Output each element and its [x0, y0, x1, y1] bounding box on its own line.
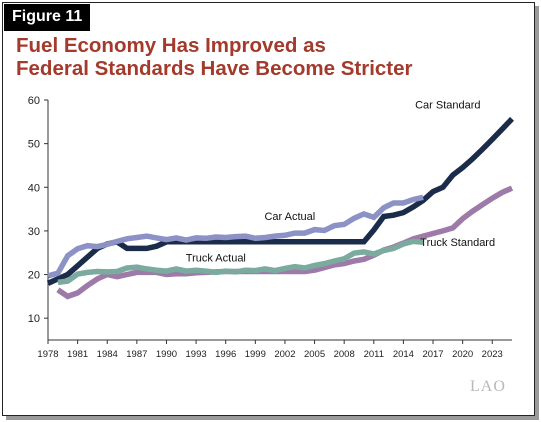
y-tick-label: 10 — [28, 313, 40, 325]
x-tick-label: 1999 — [245, 349, 266, 360]
y-tick-label: 40 — [28, 182, 40, 194]
x-tick-label: 1990 — [156, 349, 177, 360]
title-line-1: Fuel Economy Has Improved as — [16, 34, 326, 57]
lao-logo: LAO — [470, 378, 506, 395]
y-tick-label: 60 — [28, 95, 40, 107]
x-tick-label: 2008 — [334, 349, 355, 360]
car-actual-line — [47, 194, 424, 279]
x-tick-label: 1996 — [215, 349, 236, 360]
x-tick-label: 2011 — [364, 349, 384, 360]
x-tick-label: 2020 — [452, 349, 473, 360]
x-tick-label: 1981 — [67, 349, 88, 360]
chart-annotations: Car Standard Car Actual Truck Standard Truc… — [186, 100, 495, 265]
figure-frame — [2, 2, 535, 416]
truck-standard-line — [56, 185, 514, 300]
x-tick-label: 2002 — [274, 349, 295, 360]
x-tick-label: 2005 — [304, 349, 325, 360]
chart-axes: 10 20 30 40 50 60 1978 1981 1984 1987 1990 1993 1996… — [28, 95, 512, 360]
x-tick-label: 1993 — [186, 349, 207, 360]
y-tick-label: 30 — [28, 226, 40, 238]
x-tick-label: 1987 — [126, 349, 147, 360]
chart-title: Fuel Economy Has Improved as Federal Sta… — [16, 34, 516, 80]
car-actual-label: Car Actual — [264, 211, 315, 223]
truck-actual-line — [57, 238, 424, 286]
x-tick-label: 2017 — [422, 349, 443, 360]
car-standard-label: Car Standard — [415, 100, 480, 112]
y-tick-label: 50 — [28, 139, 40, 151]
truck-actual-label: Truck Actual — [186, 252, 246, 264]
y-tick-label: 20 — [28, 270, 40, 282]
title-line-2: Federal Standards Have Become Stricter — [16, 57, 413, 80]
x-tick-label: 2023 — [482, 349, 503, 360]
x-tick-label: 1978 — [37, 349, 58, 360]
x-tick-label: 2014 — [393, 349, 414, 360]
car-standard-line — [46, 116, 514, 286]
truck-standard-label: Truck Standard — [420, 237, 495, 249]
x-tick-label: 1984 — [97, 349, 118, 360]
figure-label: Figure 11 — [4, 4, 91, 31]
chart-series — [46, 116, 514, 300]
